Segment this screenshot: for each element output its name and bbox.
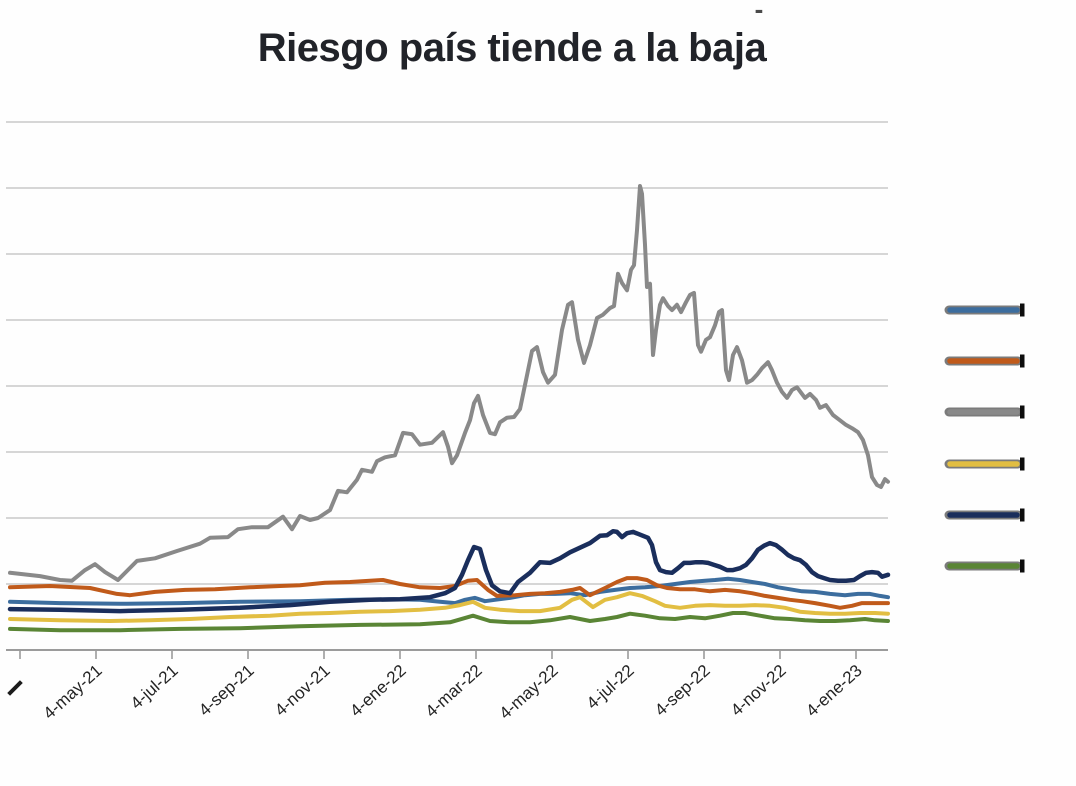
x-tick-label: 4-sep-22	[651, 661, 714, 720]
x-tick-labels: 4-may-21 4-jul-21 4-sep-21 4-nov-21 4-ene-22…	[40, 661, 866, 723]
legend-label-cropped	[1020, 354, 1025, 368]
x-tick-label: 4-mar-22	[422, 661, 486, 721]
x-tick-label: 4-ene-23	[802, 661, 865, 721]
legend-row-yellow	[944, 457, 1025, 471]
legend-row-orange	[944, 354, 1025, 368]
x-tick-label: 4-may-21	[40, 661, 106, 723]
series-lines	[7, 184, 891, 633]
x-tick-label: 4-jul-22	[583, 661, 638, 713]
x-axis	[6, 649, 888, 659]
chart-title: Riesgo país tiende a la baja	[257, 26, 767, 70]
x-tick-label: 4-ene-22	[346, 661, 409, 721]
gridlines	[6, 121, 888, 585]
legend-label-cropped	[1020, 303, 1025, 317]
legend-label-cropped	[1020, 405, 1025, 419]
x-tick-label: 4-jul-21	[127, 661, 182, 713]
legend-row-blue	[944, 303, 1025, 317]
title-artifact-dash: -	[754, 0, 764, 24]
legend-row-green	[944, 559, 1025, 573]
legend	[944, 303, 1025, 573]
series-line-navy	[7, 528, 891, 614]
x-tick-label: 4-sep-21	[195, 661, 258, 720]
series-line-orange	[8, 576, 890, 610]
legend-label-cropped	[1020, 508, 1025, 522]
series-line-yellow	[8, 591, 890, 623]
x-tick-label: 4-nov-22	[727, 661, 790, 720]
legend-label-cropped	[1020, 559, 1025, 573]
series-line-green	[8, 611, 890, 633]
legend-label-cropped	[1020, 457, 1025, 471]
x-tick-label: 4-nov-21	[271, 661, 334, 720]
x-tick-label: 4-may-22	[496, 661, 562, 723]
legend-row-navy	[944, 508, 1025, 522]
legend-row-gray	[944, 405, 1025, 419]
series-line-gray	[8, 184, 890, 583]
